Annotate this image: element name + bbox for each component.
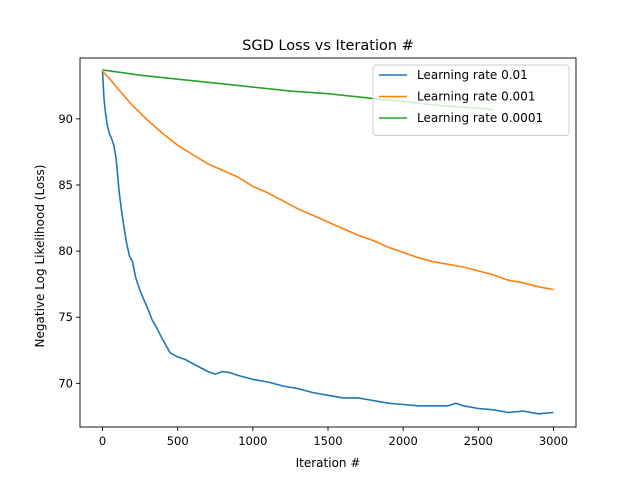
legend: Learning rate 0.01 Learning rate 0.001 Lea… xyxy=(372,64,570,136)
x-tick-label: 1500 xyxy=(313,434,342,448)
legend-label-2: Learning rate 0.0001 xyxy=(417,111,543,125)
y-tick-label: 80 xyxy=(58,244,73,258)
y-axis-label: Negative Log Likelihood (Loss) xyxy=(33,165,47,348)
legend-label-0: Learning rate 0.01 xyxy=(417,68,528,82)
plot-area: 0 500 1000 1500 2000 2500 3000 70 75 80 85 90 xyxy=(58,57,577,448)
x-tick-label: 2000 xyxy=(389,434,418,448)
legend-box xyxy=(372,64,570,136)
x-tick-label: 3000 xyxy=(539,434,568,448)
y-tick-label: 90 xyxy=(58,112,73,126)
series-line-0 xyxy=(101,71,554,415)
series-line-1 xyxy=(101,70,554,291)
y-tick-label: 75 xyxy=(58,310,73,324)
x-tick-label: 0 xyxy=(99,434,106,448)
x-axis-label: Iteration # xyxy=(296,456,361,470)
chart-title: SGD Loss vs Iteration # xyxy=(242,38,414,54)
x-tick-label: 1000 xyxy=(238,434,267,448)
y-tick-label: 70 xyxy=(58,376,73,390)
legend-label-1: Learning rate 0.001 xyxy=(417,90,535,104)
y-tick-label: 85 xyxy=(58,178,73,192)
x-tick-label: 500 xyxy=(167,434,189,448)
x-tick-label: 2500 xyxy=(464,434,493,448)
